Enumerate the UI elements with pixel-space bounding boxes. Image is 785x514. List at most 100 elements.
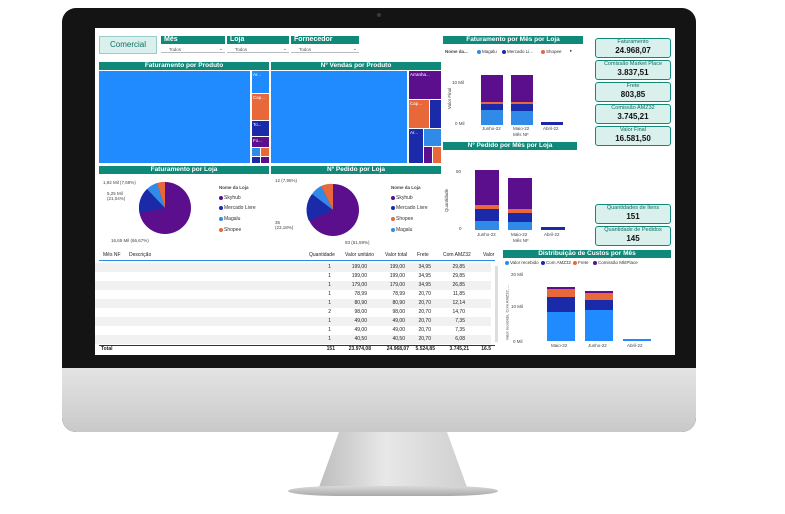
pedido-loja-pie[interactable] [303,180,363,240]
table-row[interactable]: 1 179,00 179,00 34,95 26,85 [95,281,491,290]
treemap-tile[interactable] [424,129,441,146]
treemap-tile[interactable]: Arranha... [409,71,441,99]
pie-slice-shopee[interactable] [157,181,165,208]
chart-bar[interactable] [547,312,575,341]
chart-bar[interactable] [508,222,532,230]
treemap-tile[interactable] [252,148,260,156]
pie-slice-shopee[interactable] [321,183,333,210]
legend-item[interactable]: Comissão MktPlace [593,260,638,265]
treemap-tile[interactable] [271,71,407,163]
treemap-tile[interactable]: To... [252,121,269,136]
table-row[interactable]: 1 40,50 40,50 20,70 6,08 [95,335,491,344]
column-header[interactable]: Frete [417,252,429,258]
kpi-card-valor-final[interactable]: Valor Final 16.581,50 [595,126,671,146]
treemap-tile[interactable] [424,147,432,163]
legend-item[interactable]: Magalu [477,49,497,54]
kpi-card-faturamento[interactable]: Faturamento 24.968,07 [595,38,671,58]
legend-item[interactable]: Mercado Livre [391,205,428,211]
page-title-button[interactable]: Comercial [99,36,157,54]
faturamento-loja-pie[interactable] [135,178,195,238]
column-header[interactable]: Com AMZ32 [443,252,471,258]
pie-slice-magalu[interactable] [312,186,333,210]
chart-bar[interactable] [481,104,503,110]
chart-bar[interactable] [511,111,533,125]
chart-bar[interactable] [475,205,499,209]
chart-bar[interactable] [508,178,532,209]
chart-bar[interactable] [481,75,503,102]
chart-bar[interactable] [547,289,575,297]
chart-bar[interactable] [475,209,499,221]
chart-bar[interactable] [475,221,499,230]
table-row[interactable]: 2 98,00 98,00 20,70 14,70 [95,308,491,317]
kpi-card-frete[interactable]: Frete 803,85 [595,82,671,102]
legend-item[interactable]: Mercado Li... [502,49,533,54]
table-row[interactable]: 1 199,00 199,00 34,95 29,85 [95,263,491,272]
pie-slice-magalu[interactable] [147,183,165,208]
column-header[interactable]: Descrição [129,252,152,258]
legend-item[interactable]: Magalu [391,227,412,233]
legend-item[interactable]: Mercado Livre [219,205,256,211]
chart-bar[interactable] [508,209,532,213]
slicer-fornecedor-dropdown[interactable]: Todos ⌄ [291,46,359,53]
legend-item[interactable]: Com AMZ32 [541,260,571,265]
vendas-produto-treemap[interactable]: Arranha... Cap... Ar... [271,71,441,163]
treemap-label: Ar... [253,72,262,77]
kpi-card-quantidade-itens[interactable]: Quantidades de Itens 151 [595,204,671,224]
chart-bar[interactable] [541,227,565,230]
legend-item[interactable]: Valor recebido [505,260,539,265]
treemap-tile[interactable] [433,147,441,163]
chart-bar[interactable] [508,213,532,222]
column-header[interactable]: Valor total [385,252,408,258]
chevron-right-icon[interactable]: ▸ [570,48,573,53]
pie-slice-mercado-livre[interactable] [306,194,333,221]
column-header[interactable]: Valor unitário [345,252,375,258]
chart-bar[interactable] [547,297,575,312]
pie-slice-mercado-livre[interactable] [138,189,165,213]
chart-bar[interactable] [585,300,613,310]
table-row[interactable]: 1 199,00 199,00 34,95 29,85 [95,272,491,281]
treemap-tile[interactable] [252,157,260,163]
legend-item[interactable]: Skyhub [391,195,413,201]
treemap-tile[interactable]: Cap... [252,94,269,120]
kpi-card-comissao-market-place[interactable]: Comissão Market Place 3.837,51 [595,60,671,80]
slicer-loja-dropdown[interactable]: Todos ⌄ [227,46,289,53]
chart-bar[interactable] [541,122,563,125]
treemap-tile[interactable] [99,71,250,163]
treemap-tile[interactable]: Ar... [409,129,423,163]
treemap-tile[interactable]: Ar... [252,71,269,93]
legend-item[interactable]: Shopee [391,216,413,222]
kpi-card-quantidade-pedidos[interactable]: Quantidade de Pedidos 145 [595,226,671,246]
column-header[interactable]: Quantidade [309,252,335,258]
chart-bar[interactable] [511,102,533,104]
treemap-tile[interactable]: Fo... [252,137,269,147]
chart-bar[interactable] [585,293,613,300]
treemap-tile[interactable] [261,148,269,156]
chart-bar[interactable] [475,170,499,205]
chart-bar[interactable] [511,75,533,102]
chart-bar[interactable] [511,104,533,111]
chart-bar[interactable] [585,310,613,341]
chart-bar[interactable] [481,102,503,104]
column-header[interactable]: Valor [483,252,495,258]
treemap-tile[interactable]: Cap... [409,100,429,128]
slicer-mes-dropdown[interactable]: Todos ⌄ [161,46,225,53]
kpi-card-comissao-amz32[interactable]: Comissão AMZ32 3.745,21 [595,104,671,124]
faturamento-produto-treemap[interactable]: Ar... Cap... To... Fo... [99,71,269,163]
chart-bar[interactable] [623,339,651,341]
legend-item[interactable]: Magalu [219,216,240,222]
legend-item[interactable]: Skyhub [219,195,241,201]
treemap-tile[interactable] [430,100,441,128]
chart-bar[interactable] [547,287,575,289]
legend-item[interactable]: Frete [573,260,589,265]
chart-bar[interactable] [585,291,613,293]
table-scrollbar[interactable] [495,266,498,342]
legend-item[interactable]: Shopee [541,49,562,54]
table-row[interactable]: 1 49,00 49,00 20,70 7,35 [95,317,491,326]
column-header[interactable]: Mês NF [103,252,121,258]
chart-bar[interactable] [481,110,503,125]
table-row[interactable]: 1 78,99 78,99 20,70 11,85 [95,290,491,299]
table-row[interactable]: 1 80,90 80,90 20,70 12,14 [95,299,491,308]
legend-item[interactable]: Shopee [219,227,241,233]
table-row[interactable]: 1 49,00 49,00 20,70 7,35 [95,326,491,335]
treemap-tile[interactable] [261,157,269,163]
